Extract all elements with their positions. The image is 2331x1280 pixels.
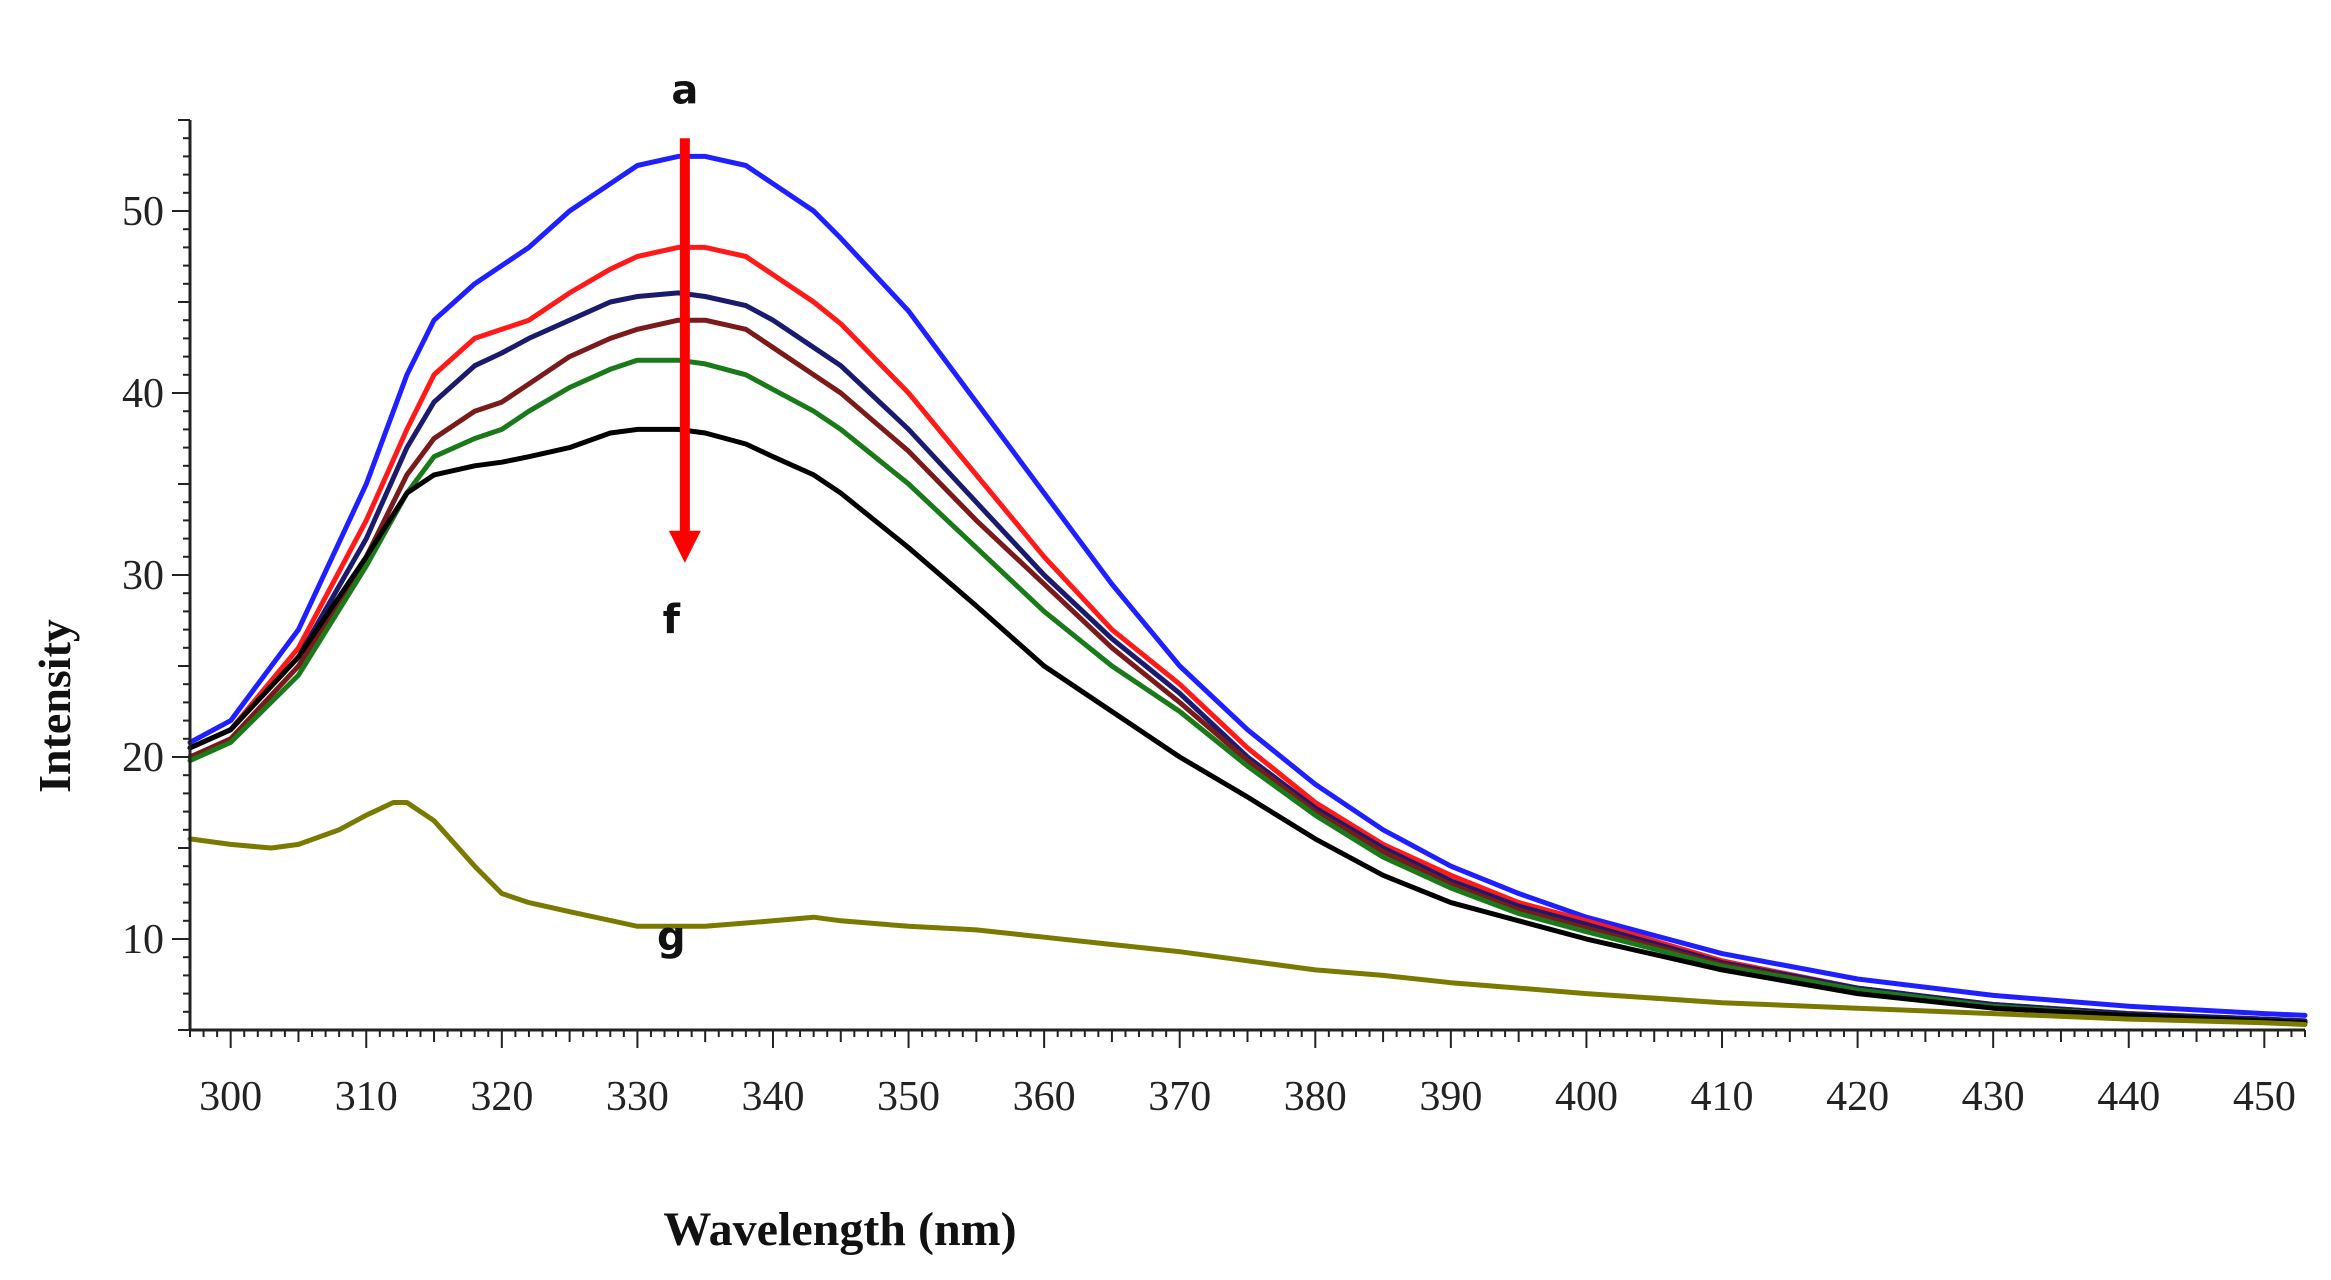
arrow-head — [668, 530, 701, 563]
series-line-d — [187, 317, 2308, 1026]
series-line-e — [187, 357, 2308, 1026]
tick-layer: 300 310 320 330 340 350 360 370 380 390 400 410 420 4… — [122, 119, 2306, 1120]
series-layer — [187, 153, 2308, 1027]
series-line-b — [187, 244, 2308, 1024]
x-tick-label: 350 — [877, 1074, 940, 1120]
y-tick-label: 30 — [122, 553, 164, 599]
x-tick-label: 320 — [470, 1074, 533, 1120]
x-tick-label: 340 — [741, 1074, 804, 1120]
y-axis-title: Intensity — [29, 619, 80, 793]
series-line-a — [187, 153, 2308, 1018]
x-tick-label: 430 — [1962, 1074, 2025, 1120]
x-axis-title: Wavelength (nm) — [663, 1203, 1016, 1256]
x-tick-label: 300 — [199, 1074, 262, 1120]
annotation-f: f — [663, 597, 681, 643]
y-tick-label: 10 — [122, 917, 164, 963]
x-tick-label: 370 — [1148, 1074, 1211, 1120]
series-line-g — [187, 800, 2308, 1027]
x-tick-label: 410 — [1691, 1074, 1754, 1120]
x-tick-label: 390 — [1419, 1074, 1482, 1120]
annotation-g: g — [657, 914, 686, 960]
annotation-a: a — [671, 68, 698, 114]
y-tick-label: 40 — [122, 371, 164, 417]
x-tick-label: 420 — [1826, 1074, 1889, 1120]
y-tick-label: 50 — [122, 189, 164, 235]
x-tick-label: 440 — [2097, 1074, 2160, 1120]
x-tick-label: 450 — [2233, 1074, 2296, 1120]
x-tick-label: 330 — [606, 1074, 669, 1120]
x-tick-label: 310 — [335, 1074, 398, 1120]
series-line-c — [187, 290, 2308, 1024]
y-tick-label: 20 — [122, 735, 164, 781]
x-tick-label: 360 — [1013, 1074, 1076, 1120]
annotation-layer: a f g — [657, 68, 701, 960]
x-tick-label: 380 — [1284, 1074, 1347, 1120]
x-tick-label: 400 — [1555, 1074, 1618, 1120]
series-line-f — [187, 426, 2308, 1026]
